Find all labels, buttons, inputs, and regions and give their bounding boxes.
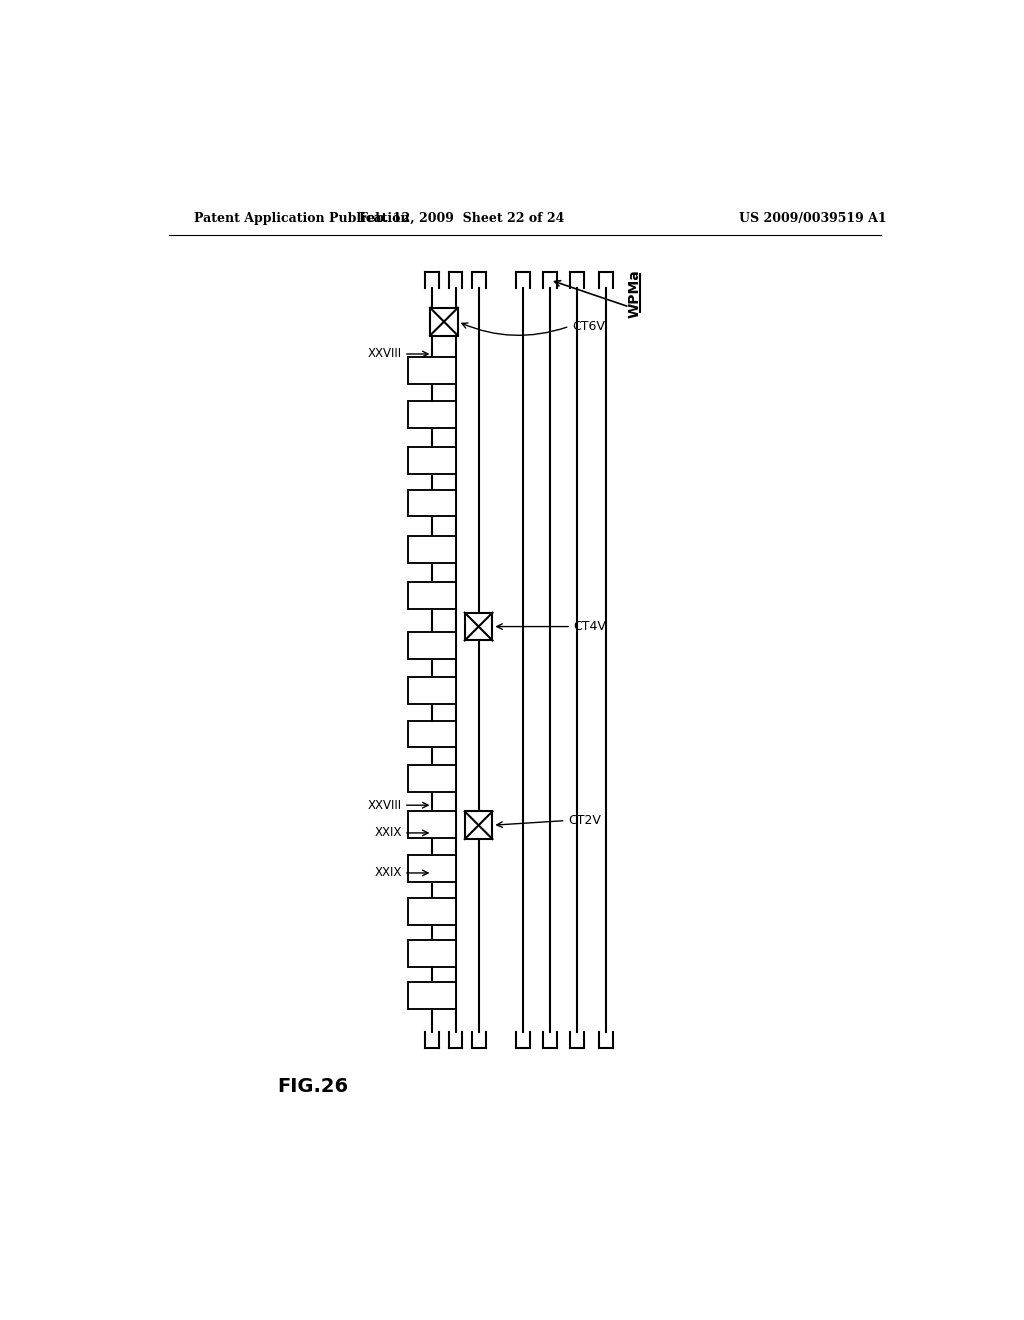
Bar (408, 490, 456, 516)
Bar (408, 677, 456, 704)
Bar (408, 721, 456, 747)
Text: XXVIII: XXVIII (368, 347, 401, 360)
Bar (408, 447, 456, 474)
Text: CT6V: CT6V (571, 319, 604, 333)
Bar (430, 308, 458, 335)
Text: XXVIII: XXVIII (368, 799, 401, 812)
Bar (408, 582, 456, 609)
Bar (408, 812, 456, 838)
Bar (408, 632, 456, 659)
Bar (408, 855, 456, 882)
Text: XXIX: XXIX (374, 826, 401, 840)
Text: US 2009/0039519 A1: US 2009/0039519 A1 (739, 213, 887, 224)
Bar (408, 401, 456, 428)
Bar (408, 358, 456, 384)
Text: CT4V: CT4V (573, 620, 606, 634)
Bar (408, 940, 456, 966)
Bar (408, 766, 456, 792)
Bar (465, 612, 493, 640)
Bar (408, 898, 456, 924)
Text: XXIX: XXIX (374, 866, 401, 879)
Text: FIG.26: FIG.26 (276, 1077, 348, 1096)
Text: Patent Application Publication: Patent Application Publication (194, 213, 410, 224)
Text: Feb. 12, 2009  Sheet 22 of 24: Feb. 12, 2009 Sheet 22 of 24 (359, 213, 564, 224)
Bar (408, 982, 456, 1010)
Bar (408, 536, 456, 562)
Bar (465, 812, 493, 840)
Text: CT2V: CT2V (568, 814, 601, 828)
Text: WPMa: WPMa (628, 269, 642, 318)
